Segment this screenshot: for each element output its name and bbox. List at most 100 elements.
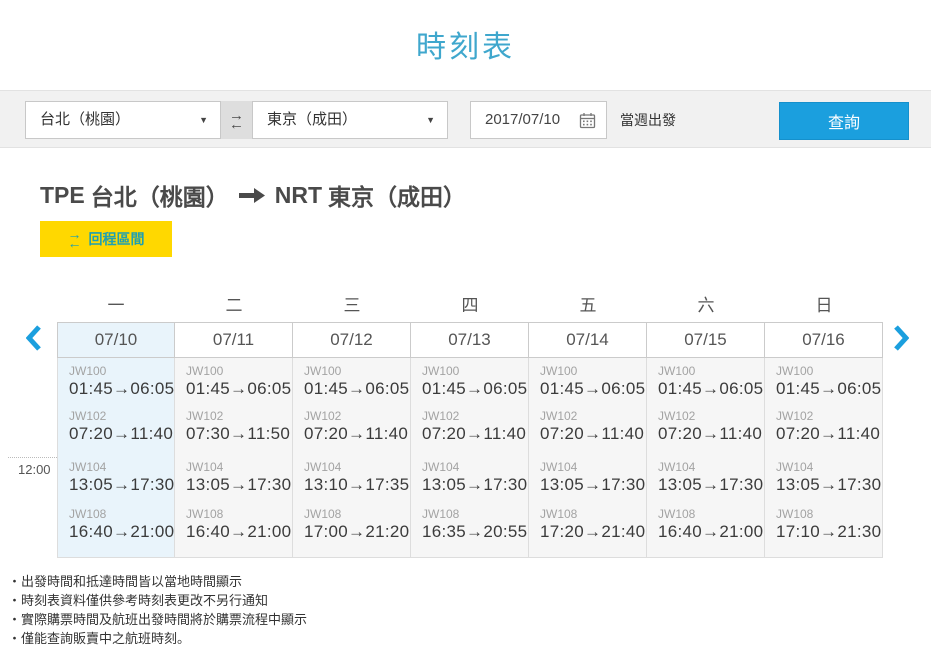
flight-time: 01:45→06:05 bbox=[540, 379, 646, 398]
flight-time: 07:20→11:40 bbox=[776, 424, 881, 443]
footnote: ・僅能查詢販賣中之航班時刻。 bbox=[8, 631, 191, 646]
timetable-grid: 一 07/10 JW100 01:45→06:05 JW102 07:20→11… bbox=[57, 295, 883, 558]
weekday-label: 六 bbox=[697, 296, 715, 315]
flights-cell: JW100 01:45→06:05 JW102 07:30→11:50 JW10… bbox=[175, 358, 293, 558]
flight-time: 13:05→17:30 bbox=[658, 475, 764, 494]
flight-number: JW100 bbox=[69, 364, 107, 378]
day-column: 五 07/14 JW100 01:45→06:05 JW102 07:20→11… bbox=[529, 295, 647, 558]
flight-time: 01:45→06:05 bbox=[658, 379, 764, 398]
date-header-cell[interactable]: 07/16 bbox=[765, 322, 883, 358]
flight-entry[interactable]: JW100 01:45→06:05 bbox=[304, 365, 410, 400]
flight-time: 01:45→06:05 bbox=[776, 379, 882, 398]
date-header-cell[interactable]: 07/11 bbox=[175, 322, 293, 358]
flight-entry[interactable]: JW104 13:05→17:30 bbox=[658, 461, 764, 496]
route-arrow-icon bbox=[238, 187, 265, 203]
flight-entry[interactable]: JW108 17:20→21:40 bbox=[540, 508, 646, 543]
flight-entry[interactable]: JW108 16:40→21:00 bbox=[186, 508, 292, 543]
route-header: TPE 台北（桃園） NRT 東京（成田） bbox=[40, 178, 466, 212]
flight-entry[interactable]: JW104 13:05→17:30 bbox=[422, 461, 528, 496]
flight-entry[interactable]: JW108 16:40→21:00 bbox=[69, 508, 174, 543]
footnotes: ・出發時間和抵達時間皆以當地時間顯示 ・時刻表資料僅供參考時刻表更改不另行通知 ・實… bbox=[8, 572, 307, 648]
day-column: 一 07/10 JW100 01:45→06:05 JW102 07:20→11… bbox=[57, 295, 175, 558]
flight-time: 07:20→11:40 bbox=[422, 424, 527, 443]
footnote: ・時刻表資料僅供參考時刻表更改不另行通知 bbox=[8, 593, 269, 608]
flights-cell: JW100 01:45→06:05 JW102 07:20→11:40 JW10… bbox=[765, 358, 883, 558]
flight-entry[interactable]: JW100 01:45→06:05 bbox=[186, 365, 292, 400]
search-button[interactable]: 查詢 bbox=[779, 102, 909, 140]
flight-number: JW104 bbox=[304, 460, 342, 474]
flight-entry[interactable]: JW100 01:45→06:05 bbox=[69, 365, 174, 400]
flight-entry[interactable]: JW104 13:05→17:30 bbox=[776, 461, 882, 496]
flight-entry[interactable]: JW100 01:45→06:05 bbox=[776, 365, 882, 400]
date-header-cell[interactable]: 07/12 bbox=[293, 322, 411, 358]
swap-route-button[interactable]: → ← bbox=[221, 101, 252, 139]
weekly-timetable: 一 07/10 JW100 01:45→06:05 JW102 07:20→11… bbox=[0, 295, 931, 565]
flight-entry[interactable]: JW104 13:05→17:30 bbox=[69, 461, 174, 496]
return-route-label: 回程區間 bbox=[88, 231, 145, 247]
flight-entry[interactable]: JW102 07:20→11:40 bbox=[304, 410, 410, 445]
flight-time: 07:20→11:40 bbox=[69, 424, 174, 443]
flight-entry[interactable]: JW104 13:05→17:30 bbox=[186, 461, 292, 496]
date-header-cell[interactable]: 07/10 bbox=[57, 322, 175, 358]
weekday-label: 三 bbox=[343, 296, 361, 315]
flights-cell: JW100 01:45→06:05 JW102 07:20→11:40 JW10… bbox=[529, 358, 647, 558]
flight-entry[interactable]: JW108 16:40→21:00 bbox=[658, 508, 764, 543]
flight-entry[interactable]: JW102 07:20→11:40 bbox=[776, 410, 882, 445]
flight-number: JW102 bbox=[304, 409, 342, 423]
flight-number: JW104 bbox=[776, 460, 814, 474]
flight-entry[interactable]: JW108 16:35→20:55 bbox=[422, 508, 528, 543]
origin-name: 台北（桃園） bbox=[90, 184, 229, 210]
destination-name: 東京（成田） bbox=[328, 184, 467, 210]
flight-entry[interactable]: JW104 13:10→17:35 bbox=[304, 461, 410, 496]
flight-entry[interactable]: JW108 17:00→21:20 bbox=[304, 508, 410, 543]
flight-time: 01:45→06:05 bbox=[186, 379, 292, 398]
flight-number: JW104 bbox=[658, 460, 696, 474]
flight-entry[interactable]: JW102 07:20→11:40 bbox=[540, 410, 646, 445]
day-column: 四 07/13 JW100 01:45→06:05 JW102 07:20→11… bbox=[411, 295, 529, 558]
swap-icon: → ← bbox=[67, 226, 82, 251]
flight-time: 13:05→17:30 bbox=[422, 475, 528, 494]
flight-time: 17:20→21:40 bbox=[540, 522, 646, 541]
flight-entry[interactable]: JW102 07:20→11:40 bbox=[69, 410, 174, 445]
next-week-button[interactable] bbox=[893, 324, 909, 352]
flight-time: 16:40→21:00 bbox=[658, 522, 764, 541]
flight-time: 07:20→11:40 bbox=[540, 424, 645, 443]
flight-time: 07:20→11:40 bbox=[658, 424, 763, 443]
flight-number: JW100 bbox=[540, 364, 578, 378]
flight-number: JW104 bbox=[186, 460, 224, 474]
date-header-cell[interactable]: 07/13 bbox=[411, 322, 529, 358]
flight-number: JW108 bbox=[422, 507, 460, 521]
flight-entry[interactable]: JW102 07:30→11:50 bbox=[186, 410, 292, 445]
flight-entry[interactable]: JW102 07:20→11:40 bbox=[422, 410, 528, 445]
date-input[interactable]: 2017/07/10 bbox=[470, 101, 607, 139]
flight-time: 13:05→17:30 bbox=[69, 475, 175, 494]
flight-number: JW104 bbox=[540, 460, 578, 474]
flight-entry[interactable]: JW108 17:10→21:30 bbox=[776, 508, 882, 543]
flight-time: 01:45→06:05 bbox=[422, 379, 528, 398]
flight-time: 01:45→06:05 bbox=[69, 379, 175, 398]
origin-select[interactable]: 台北（桃園） ▼ bbox=[25, 101, 221, 139]
day-column: 六 07/15 JW100 01:45→06:05 JW102 07:20→11… bbox=[647, 295, 765, 558]
flight-time: 01:45→06:05 bbox=[304, 379, 410, 398]
flights-cell: JW100 01:45→06:05 JW102 07:20→11:40 JW10… bbox=[57, 358, 175, 558]
prev-week-button[interactable] bbox=[26, 324, 42, 352]
flight-entry[interactable]: JW100 01:45→06:05 bbox=[422, 365, 528, 400]
date-header-cell[interactable]: 07/15 bbox=[647, 322, 765, 358]
flight-number: JW102 bbox=[69, 409, 107, 423]
flight-time: 16:40→21:00 bbox=[69, 522, 175, 541]
flight-entry[interactable]: JW102 07:20→11:40 bbox=[658, 410, 764, 445]
flight-number: JW108 bbox=[304, 507, 342, 521]
flight-entry[interactable]: JW100 01:45→06:05 bbox=[540, 365, 646, 400]
origin-select-value: 台北（桃園） bbox=[40, 111, 131, 128]
flight-entry[interactable]: JW104 13:05→17:30 bbox=[540, 461, 646, 496]
flight-entry[interactable]: JW100 01:45→06:05 bbox=[658, 365, 764, 400]
flight-number: JW108 bbox=[658, 507, 696, 521]
destination-select[interactable]: 東京（成田） ▼ bbox=[252, 101, 448, 139]
flight-time: 13:05→17:30 bbox=[186, 475, 292, 494]
return-route-button[interactable]: → ← 回程區間 bbox=[40, 221, 172, 257]
flight-time: 07:20→11:40 bbox=[304, 424, 409, 443]
destination-code: NRT bbox=[274, 181, 323, 208]
date-header-cell[interactable]: 07/14 bbox=[529, 322, 647, 358]
flight-number: JW108 bbox=[540, 507, 578, 521]
